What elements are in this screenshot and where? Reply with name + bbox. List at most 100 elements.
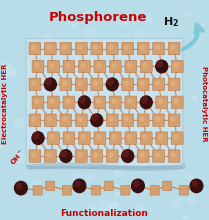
Circle shape [157,61,163,67]
FancyBboxPatch shape [168,150,180,162]
Ellipse shape [152,96,162,104]
Ellipse shape [173,44,186,53]
Ellipse shape [183,215,188,218]
Text: Electrocatalytic HER: Electrocatalytic HER [2,63,8,144]
Ellipse shape [63,208,69,212]
Ellipse shape [144,127,157,136]
FancyBboxPatch shape [168,78,180,91]
Circle shape [66,135,70,139]
Text: Photocatalytic HER: Photocatalytic HER [201,66,207,141]
Ellipse shape [81,73,93,82]
FancyBboxPatch shape [63,132,75,144]
Circle shape [78,153,82,157]
Circle shape [156,153,159,157]
Circle shape [174,63,178,67]
Ellipse shape [114,169,123,176]
Circle shape [47,117,51,121]
FancyBboxPatch shape [48,132,59,144]
Ellipse shape [159,98,163,102]
Ellipse shape [143,158,148,162]
Ellipse shape [0,140,6,147]
Circle shape [171,153,175,157]
FancyBboxPatch shape [63,96,75,108]
Circle shape [66,99,70,103]
FancyBboxPatch shape [29,114,41,126]
Polygon shape [29,163,184,168]
Circle shape [61,150,67,157]
Circle shape [174,135,178,139]
Ellipse shape [2,68,5,71]
FancyBboxPatch shape [91,150,103,162]
Circle shape [132,179,144,192]
Circle shape [94,81,98,85]
FancyBboxPatch shape [153,114,164,126]
Ellipse shape [175,137,182,142]
Circle shape [47,45,51,49]
Ellipse shape [97,136,104,141]
Ellipse shape [106,90,111,94]
Circle shape [125,117,129,121]
FancyBboxPatch shape [75,114,87,126]
FancyBboxPatch shape [75,42,87,55]
Ellipse shape [164,51,170,55]
FancyBboxPatch shape [137,150,149,162]
FancyBboxPatch shape [150,185,159,195]
FancyBboxPatch shape [75,78,87,91]
FancyBboxPatch shape [179,185,189,195]
Text: Functionalization: Functionalization [61,209,148,218]
Ellipse shape [188,198,196,204]
Circle shape [140,95,153,109]
Ellipse shape [133,205,144,214]
Ellipse shape [58,130,66,136]
FancyBboxPatch shape [125,132,137,144]
Circle shape [140,45,144,49]
FancyBboxPatch shape [168,42,180,55]
Circle shape [141,97,147,103]
Ellipse shape [134,31,144,38]
Ellipse shape [60,85,66,90]
Circle shape [78,95,91,109]
Ellipse shape [177,165,185,171]
Circle shape [81,135,85,139]
Circle shape [159,135,162,139]
Circle shape [112,135,116,139]
FancyBboxPatch shape [125,96,137,108]
Ellipse shape [83,29,96,38]
Ellipse shape [145,43,151,46]
Ellipse shape [14,119,27,128]
FancyBboxPatch shape [60,42,72,55]
FancyBboxPatch shape [122,78,134,91]
Circle shape [128,99,131,103]
FancyBboxPatch shape [110,60,121,73]
Ellipse shape [120,155,130,162]
Circle shape [97,99,101,103]
Ellipse shape [119,110,123,112]
Ellipse shape [108,202,118,210]
Ellipse shape [148,150,154,155]
FancyBboxPatch shape [48,96,59,108]
Circle shape [112,63,116,67]
Circle shape [155,59,168,73]
Circle shape [59,149,73,163]
FancyBboxPatch shape [163,181,172,191]
FancyBboxPatch shape [137,78,149,91]
Circle shape [32,153,36,157]
FancyBboxPatch shape [94,132,106,144]
Ellipse shape [34,180,42,187]
Ellipse shape [163,134,174,141]
FancyBboxPatch shape [62,185,71,195]
FancyBboxPatch shape [110,96,121,108]
FancyBboxPatch shape [110,132,121,144]
Ellipse shape [192,96,198,100]
FancyBboxPatch shape [45,42,56,55]
Circle shape [121,149,134,163]
Ellipse shape [88,205,95,210]
Ellipse shape [105,79,110,82]
FancyBboxPatch shape [45,114,56,126]
Circle shape [125,81,129,85]
Circle shape [78,81,82,85]
Ellipse shape [3,61,11,67]
Circle shape [140,153,144,157]
Circle shape [109,45,113,49]
Ellipse shape [32,44,39,49]
